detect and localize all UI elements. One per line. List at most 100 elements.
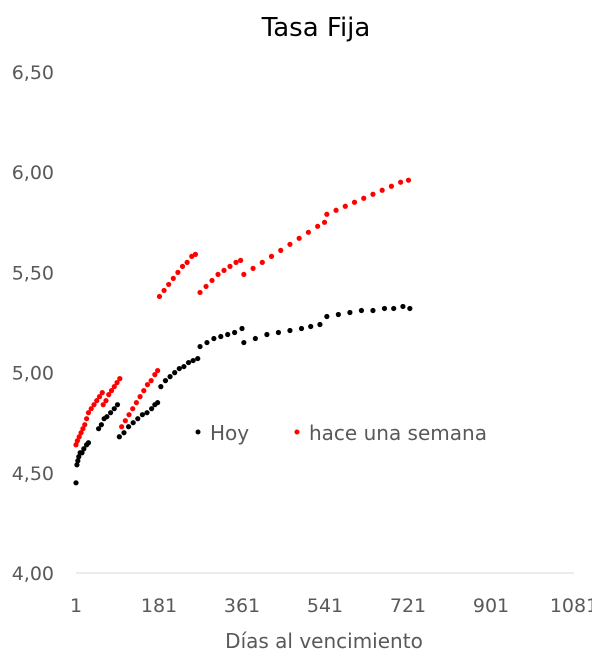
data-point [203, 283, 209, 290]
data-point [227, 263, 233, 269]
data-point [79, 450, 85, 456]
data-point [133, 400, 140, 406]
data-point [298, 325, 305, 332]
data-point [103, 398, 109, 404]
data-point [125, 424, 132, 430]
data-point [259, 259, 265, 265]
data-point [204, 339, 210, 346]
data-point [181, 363, 187, 370]
series-layer [73, 177, 413, 486]
data-point [167, 374, 173, 380]
data-point [252, 335, 258, 342]
data-point [379, 187, 385, 193]
data-point [78, 430, 84, 436]
data-point [239, 325, 245, 332]
data-point [225, 331, 231, 338]
data-point [233, 259, 239, 265]
legend-marker-hoy [195, 429, 201, 435]
data-point [114, 380, 120, 386]
data-point [96, 394, 103, 400]
data-point [175, 269, 181, 275]
chart-title: Tasa Fija [261, 13, 371, 43]
data-point [347, 309, 353, 316]
data-point [342, 203, 348, 209]
y-tick-label: 5,00 [12, 363, 54, 385]
data-point [149, 406, 155, 412]
x-axis-label: Días al vencimiento [225, 629, 423, 653]
x-tick-label: 721 [390, 595, 426, 617]
data-point [381, 305, 388, 312]
y-tick-label: 6,00 [12, 162, 54, 184]
data-point [117, 376, 123, 382]
data-point [135, 416, 141, 422]
data-point [315, 223, 321, 229]
data-point [141, 388, 147, 394]
data-point [209, 277, 215, 284]
data-point [308, 323, 314, 330]
data-point [155, 367, 161, 374]
data-point [398, 179, 404, 185]
data-point [324, 211, 330, 217]
y-tick-label: 4,50 [12, 463, 54, 485]
data-point [114, 402, 121, 408]
data-point [405, 177, 412, 183]
data-point [130, 420, 136, 426]
data-point [335, 311, 341, 318]
data-point [264, 331, 270, 338]
data-point [85, 440, 92, 446]
data-point [100, 402, 106, 408]
data-point [73, 480, 79, 486]
data-point [370, 307, 376, 314]
data-point [156, 293, 163, 300]
legend: Hoy hace una semana [195, 421, 487, 445]
data-point [166, 281, 172, 288]
data-point [75, 458, 81, 464]
data-point [170, 275, 176, 282]
data-point [108, 388, 115, 394]
x-axis-ticks: 1 181 361 541 721 901 1081 [70, 595, 592, 617]
data-point [333, 207, 339, 213]
data-point [111, 384, 117, 390]
data-point [241, 271, 247, 278]
data-point [76, 454, 82, 460]
data-point [195, 355, 201, 362]
data-point [122, 418, 128, 424]
data-point [107, 410, 114, 416]
data-point [74, 438, 80, 444]
data-point [95, 426, 102, 432]
data-point [218, 333, 224, 340]
data-point [250, 265, 256, 271]
data-point [241, 339, 247, 346]
data-point [211, 335, 217, 342]
data-point [106, 392, 112, 398]
x-tick-label: 901 [473, 595, 509, 617]
data-point [73, 442, 79, 448]
data-point [176, 365, 182, 372]
data-point [158, 384, 164, 390]
data-point [172, 370, 178, 376]
data-point [184, 259, 190, 265]
data-point [324, 313, 330, 320]
data-point [126, 412, 132, 418]
data-point [305, 229, 311, 235]
data-point [111, 406, 117, 412]
data-point [144, 410, 150, 416]
data-point [388, 183, 394, 189]
data-point [98, 422, 104, 428]
data-point [190, 357, 196, 364]
data-point [137, 394, 143, 400]
data-point [185, 359, 192, 366]
y-tick-label: 4,00 [12, 563, 54, 585]
data-point [361, 195, 367, 201]
data-point [232, 329, 238, 336]
data-point [161, 287, 167, 294]
data-point [351, 199, 358, 205]
data-point [287, 327, 293, 334]
data-point [85, 410, 92, 416]
data-point [238, 257, 244, 263]
data-point [116, 434, 122, 440]
data-point [155, 400, 161, 406]
data-point [119, 424, 125, 430]
data-point [317, 321, 323, 328]
